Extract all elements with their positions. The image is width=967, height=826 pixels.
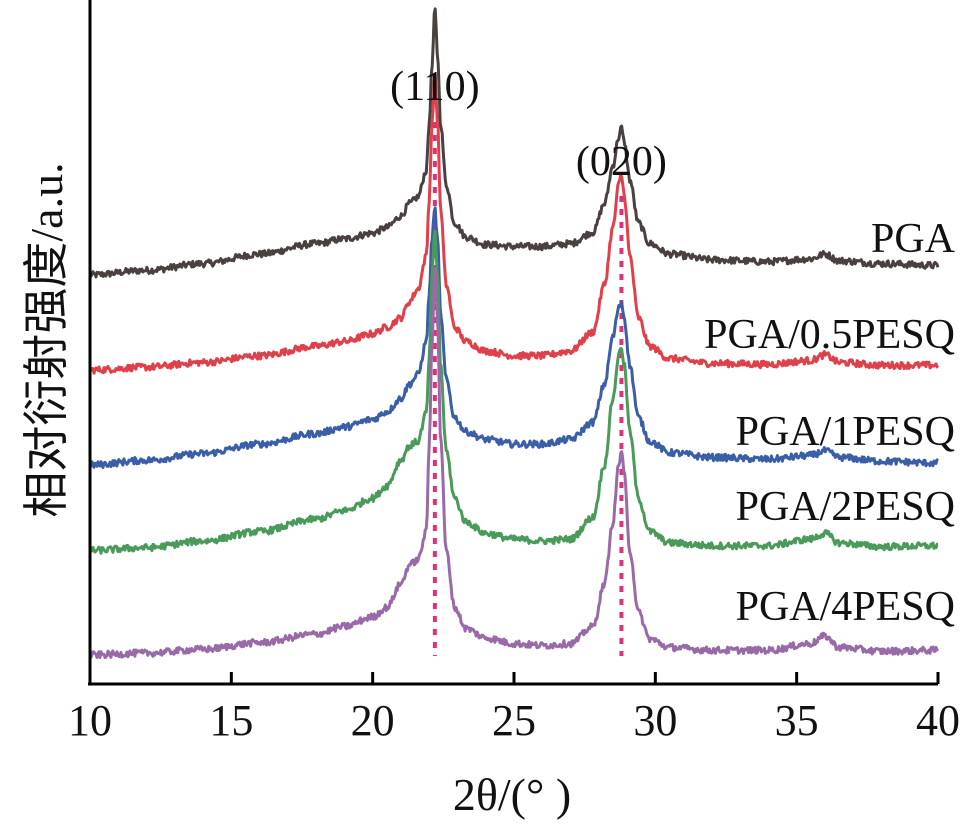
x-tick-label-6: 40 <box>916 696 960 745</box>
series-label-3: PGA/2PESQ <box>736 484 955 530</box>
peak-labels: (110) (020) <box>390 64 667 185</box>
series-label-4: PGA/4PESQ <box>736 584 955 630</box>
x-axis-label: 2θ/(° ) <box>453 769 571 820</box>
x-tick-label-4: 30 <box>633 696 677 745</box>
x-tick-label-0: 10 <box>68 696 112 745</box>
x-ticks: 10 15 20 25 30 35 40 <box>68 672 960 745</box>
series-line-1 <box>88 72 940 375</box>
peak-label-1: (020) <box>576 139 667 185</box>
x-tick-label-3: 25 <box>492 696 536 745</box>
x-tick-label-2: 20 <box>351 696 395 745</box>
series-label-2: PGA/1PESQ <box>736 409 955 455</box>
x-tick-label-1: 15 <box>209 696 253 745</box>
x-tick-label-5: 35 <box>775 696 819 745</box>
series-label-1: PGA/0.5PESQ <box>704 312 955 358</box>
series-line-3 <box>89 229 939 555</box>
series-line-0 <box>88 7 940 279</box>
series-label-0: PGA <box>871 216 956 262</box>
peak-label-0: (110) <box>390 64 479 110</box>
series-curves <box>88 7 940 660</box>
series-line-2 <box>88 206 939 469</box>
reference-lines <box>432 122 624 656</box>
y-axis-label: 相对衍射强度/a.u. <box>21 162 72 517</box>
series-line-4 <box>88 267 940 660</box>
series-labels: PGA PGA/0.5PESQ PGA/1PESQ PGA/2PESQ PGA/4PES… <box>704 216 956 630</box>
